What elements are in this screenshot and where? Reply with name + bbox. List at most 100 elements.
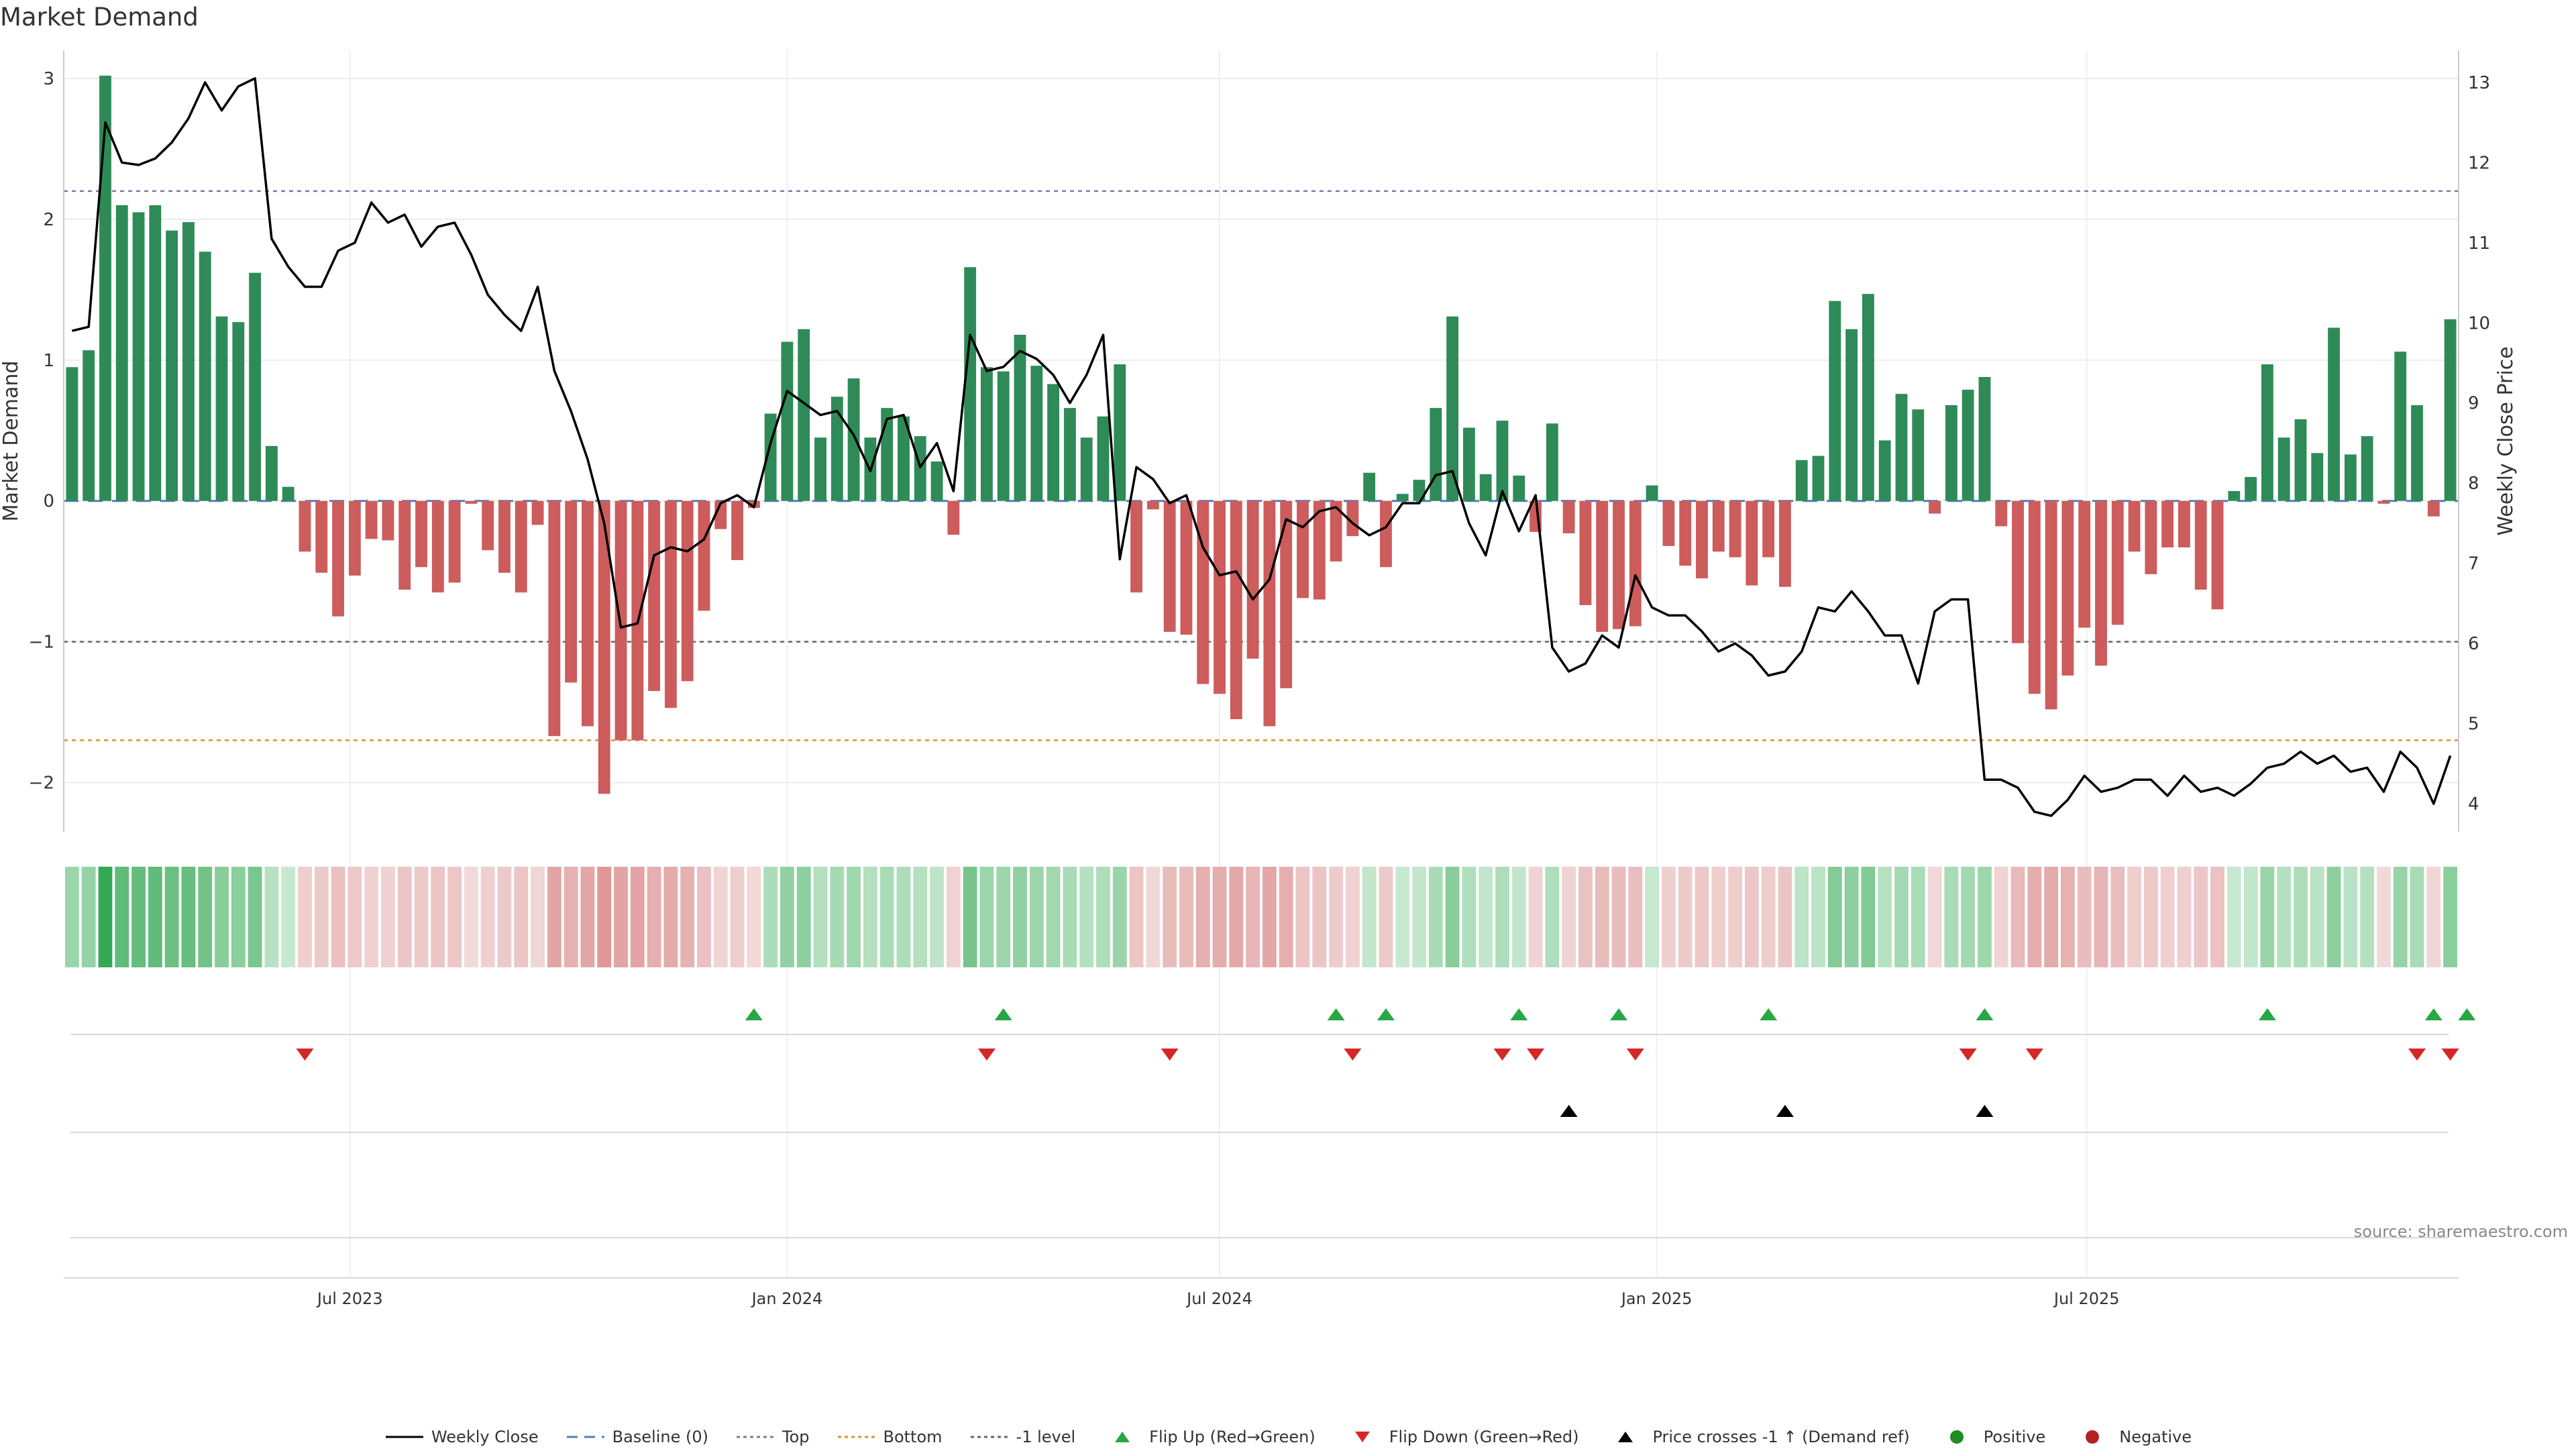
demand-bar	[2028, 500, 2041, 694]
demand-bar	[1446, 316, 1459, 501]
y2-tick-label: 7	[2468, 554, 2479, 574]
heat-cell	[2393, 867, 2408, 967]
demand-bar	[2078, 500, 2091, 628]
y-tick-label: −1	[29, 633, 54, 653]
heat-cell	[198, 867, 213, 967]
price-cross-marker	[1560, 1105, 1578, 1117]
demand-bar	[182, 222, 195, 501]
flip-down-marker	[2025, 1049, 2043, 1061]
demand-bar	[1430, 408, 1442, 501]
heat-cell	[1794, 867, 1809, 967]
demand-bar	[83, 350, 95, 501]
flip-up-marker	[1976, 1008, 1994, 1020]
demand-bar	[1829, 301, 1841, 501]
demand-bar	[1795, 460, 1808, 501]
heat-cell	[1428, 867, 1443, 967]
demand-bar	[1845, 329, 1858, 501]
demand-bar	[1380, 500, 1392, 568]
legend-label: Flip Up (Red→Green)	[1149, 1428, 1316, 1446]
y2-tick-label: 11	[2468, 233, 2490, 254]
legend-label: -1 level	[1016, 1428, 1076, 1446]
heat-cell	[64, 867, 79, 967]
flip-up-marker	[994, 1008, 1012, 1020]
heat-cell	[1395, 867, 1410, 967]
demand-bar	[1978, 376, 1991, 501]
y2-tick-label: 9	[2468, 394, 2479, 414]
heat-cell	[680, 867, 695, 967]
legend-symbol	[384, 1429, 425, 1445]
heat-cell	[813, 867, 828, 967]
heat-cell	[580, 867, 595, 967]
flip-down-marker	[1344, 1049, 1362, 1061]
x-tick-label: Jan 2024	[751, 1289, 823, 1308]
heat-cell	[2060, 867, 2075, 967]
demand-bar	[1496, 421, 1509, 501]
demand-bar	[115, 205, 128, 501]
heat-cell	[1246, 867, 1260, 967]
demand-bar	[664, 500, 677, 708]
heat-cell	[1545, 867, 1560, 967]
price-line-layer	[71, 77, 2452, 817]
heat-cell	[847, 867, 861, 967]
demand-bar	[1130, 500, 1142, 593]
demand-bar	[398, 500, 411, 590]
heat-cell	[480, 867, 495, 967]
heat-cell	[1462, 867, 1477, 967]
heat-cell	[879, 867, 894, 967]
heat-cell	[1063, 867, 1077, 967]
demand-bar	[299, 500, 311, 552]
heat-cell	[314, 867, 329, 967]
legend-symbol	[566, 1429, 606, 1445]
y-tick-label: 3	[43, 69, 54, 89]
heat-cell	[431, 867, 445, 967]
heat-cell	[1528, 867, 1543, 967]
heat-cell	[1279, 867, 1293, 967]
heat-cell	[2127, 867, 2141, 967]
legend-item: Negative	[2072, 1428, 2192, 1446]
heat-cell	[2094, 867, 2108, 967]
heat-cell	[1861, 867, 1876, 967]
heat-cell	[547, 867, 561, 967]
demand-bar	[2261, 364, 2273, 501]
demand-bar	[1662, 500, 1675, 546]
y-tick-label: 0	[43, 492, 54, 512]
demand-bar	[531, 500, 544, 525]
flip-down-marker	[2408, 1049, 2426, 1061]
demand-bar	[648, 500, 661, 692]
demand-bar	[515, 500, 527, 593]
demand-bars	[66, 75, 2457, 794]
heat-cell	[447, 867, 462, 967]
demand-bar	[1945, 405, 1957, 501]
demand-bar	[2161, 500, 2174, 547]
heat-cell	[896, 867, 911, 967]
event-markers: Jul 2023 Jan 2024 Jul 2024 Jan 2025 Jul 2025	[64, 1008, 2476, 1308]
heat-cell	[1495, 867, 1509, 967]
heat-cell	[1878, 867, 1892, 967]
demand-bar	[1762, 500, 1775, 557]
demand-bar	[1146, 500, 1159, 510]
x-tick-label: Jan 2025	[1620, 1289, 1693, 1308]
demand-bar	[1779, 500, 1791, 587]
flip-down-marker	[1493, 1049, 1511, 1061]
demand-bar	[2444, 319, 2457, 501]
heat-cell	[464, 867, 478, 967]
heat-cell	[1195, 867, 1210, 967]
heat-cell	[131, 867, 146, 967]
heat-cell	[1994, 867, 2008, 967]
heat-cell	[2294, 867, 2308, 967]
heat-cell	[913, 867, 928, 967]
legend-symbol	[735, 1429, 775, 1445]
heat-cell	[2410, 867, 2424, 967]
heat-cell	[996, 867, 1011, 967]
flip-up-marker	[2458, 1008, 2476, 1020]
flip-up-marker	[745, 1008, 763, 1020]
heat-cell	[979, 867, 994, 967]
y2-tick-label: 4	[2468, 794, 2479, 814]
legend-label: Price crosses -1 ↑ (Demand ref)	[1652, 1428, 1910, 1446]
legend-symbol	[837, 1429, 877, 1445]
flip-up-marker	[1760, 1008, 1778, 1020]
heat-cell	[1711, 867, 1726, 967]
heat-cell	[181, 867, 196, 967]
heat-cell	[414, 867, 429, 967]
